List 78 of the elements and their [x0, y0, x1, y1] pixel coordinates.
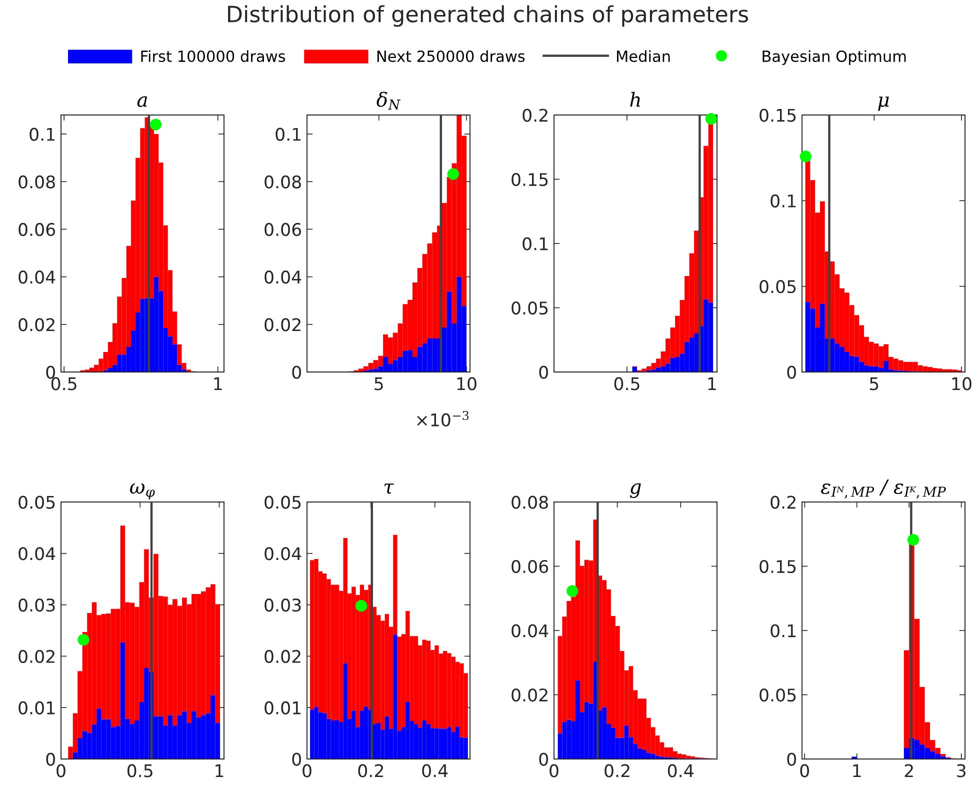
y-tick-label: 0.03 — [264, 598, 301, 612]
chart-title: τ — [384, 484, 394, 494]
y-tick-label: 0 — [292, 752, 301, 766]
y-tick-label: 0.1 — [276, 128, 301, 141]
x-tick-label: 5 — [870, 377, 878, 390]
y-tick-label: 0.06 — [512, 560, 548, 574]
y-tick-label: 0 — [787, 752, 796, 766]
y-tick-label: 0.08 — [512, 496, 548, 509]
y-tick-label: 0.15 — [760, 108, 796, 122]
y-tick-label: 0.05 — [512, 301, 548, 315]
y-tick-label: 0.2 — [770, 496, 796, 509]
y-tick-label: 0.2 — [522, 108, 548, 122]
chart-title: δ$_{N}$ — [376, 92, 401, 110]
legend-label: Bayesian Optimum — [762, 50, 906, 65]
text: Distribution of generated chains of parameters — [228, 5, 748, 27]
y-tick-label: 0.05 — [18, 496, 55, 509]
x-tick-label: 1 — [708, 377, 716, 390]
y-tick-label: 0.01 — [264, 701, 301, 714]
legend-label: Median — [616, 50, 670, 62]
y-tick-label: 0.1 — [770, 624, 796, 638]
y-tick-label: 0 — [46, 752, 55, 766]
y-tick-label: 0.02 — [18, 650, 54, 664]
y-tick-label: 0.05 — [760, 280, 796, 294]
y-tick-label: 0.04 — [264, 270, 302, 284]
y-tick-label: 0.02 — [512, 688, 548, 702]
y-tick-label: 0.06 — [18, 222, 56, 236]
y-tick-label: 0.04 — [18, 270, 56, 284]
x-tick-label: 0.4 — [422, 764, 448, 778]
y-tick-label: 0.03 — [18, 598, 55, 612]
y-tick-label: 0 — [539, 366, 548, 379]
y-tick-label: 0.05 — [264, 496, 301, 509]
x-tick-label: 0 — [56, 764, 66, 778]
x-tick-label: 0.2 — [604, 764, 630, 778]
x-tick-label: 0.2 — [358, 764, 383, 778]
x-tick-label: 0 — [302, 764, 312, 778]
x-tick-label: 10 — [457, 377, 476, 390]
y-tick-label: 0 — [292, 366, 301, 379]
y-tick-label: 0 — [46, 366, 55, 379]
chart-title: a — [137, 96, 147, 107]
y-tick-label: 0.02 — [264, 318, 300, 332]
chart-title: μ — [878, 96, 889, 111]
x-tick-label: 0.4 — [668, 764, 694, 778]
y-tick-label: 0.04 — [18, 547, 56, 560]
x-tick-label: 0.5 — [51, 377, 76, 390]
x-tick-label: 0.5 — [614, 377, 640, 390]
text: ×10$^{−3}$ — [417, 410, 469, 426]
x-tick-label: 10 — [952, 377, 972, 390]
y-tick-label: 0.04 — [264, 547, 302, 560]
chart-title: g — [630, 483, 641, 498]
y-tick-label: 0.06 — [264, 222, 302, 236]
x-tick-label: 5 — [374, 377, 383, 390]
y-tick-label: 0 — [787, 366, 796, 379]
x-tick-label: 0 — [550, 764, 558, 778]
x-tick-label: 1 — [216, 764, 224, 778]
y-tick-label: 0.1 — [770, 194, 796, 208]
chart-title: ε$_{Iᴺ,MP}$ / ε$_{Iᴷ,MP}$ — [821, 479, 946, 499]
y-tick-label: 0.02 — [264, 650, 300, 664]
x-tick-label: 3 — [957, 764, 966, 778]
y-tick-label: 0.05 — [760, 688, 796, 702]
x-tick-label: 1 — [214, 377, 222, 390]
x-tick-label: 1 — [853, 764, 861, 778]
chart-title: ω$_{φ}$ — [130, 484, 155, 500]
legend-label: Next 250000 draws — [377, 50, 525, 62]
y-tick-label: 0.04 — [512, 624, 548, 638]
y-tick-label: 0.08 — [18, 175, 55, 188]
y-tick-label: 0.15 — [512, 172, 548, 186]
y-tick-label: 0 — [539, 752, 548, 766]
y-tick-label: 0.1 — [522, 237, 548, 250]
y-tick-label: 0.15 — [760, 560, 796, 574]
y-tick-label: 0.08 — [264, 175, 301, 188]
x-tick-label: 2 — [904, 764, 913, 778]
chart-title: h — [630, 92, 640, 107]
x-tick-label: 0.5 — [127, 764, 152, 778]
y-tick-label: 0.1 — [30, 128, 55, 141]
x-tick-label: 0 — [800, 764, 809, 778]
legend-label: First 100000 draws — [141, 50, 286, 62]
y-tick-label: 0.02 — [18, 318, 54, 332]
y-tick-label: 0.01 — [18, 701, 55, 714]
